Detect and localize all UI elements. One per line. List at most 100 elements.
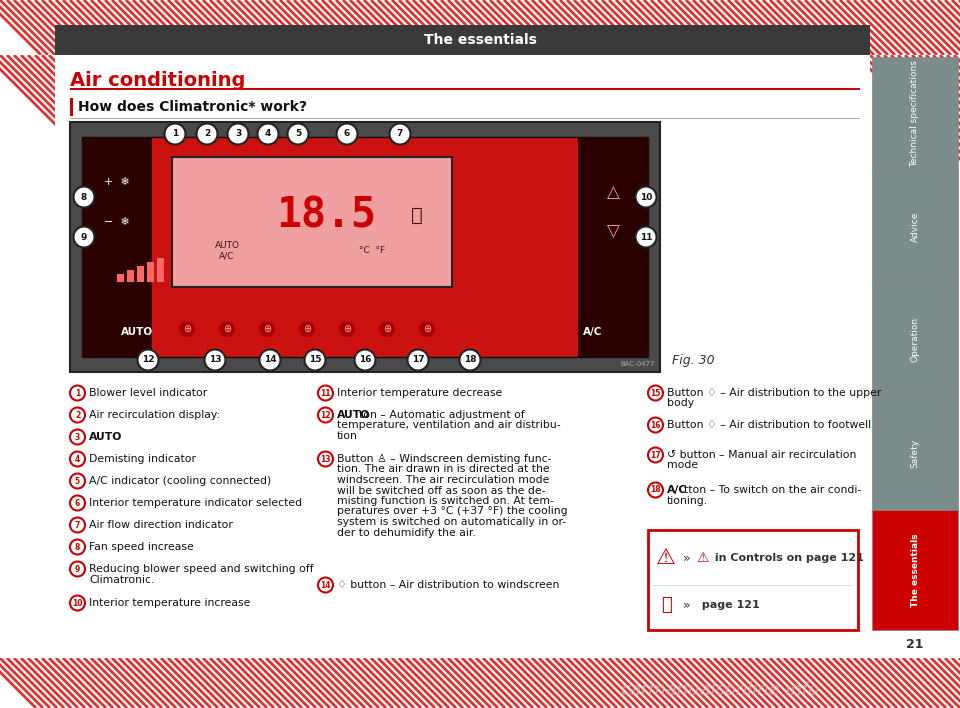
- Text: Safety: Safety: [910, 438, 920, 467]
- Text: 7: 7: [396, 130, 403, 139]
- Circle shape: [228, 123, 249, 144]
- Text: tion: tion: [337, 431, 358, 441]
- Bar: [55, 55, 870, 658]
- Text: Air conditioning: Air conditioning: [70, 71, 246, 89]
- Bar: [872, 510, 958, 630]
- Circle shape: [70, 474, 85, 489]
- Bar: [872, 57, 958, 170]
- Text: 📖: 📖: [660, 596, 671, 614]
- Circle shape: [636, 186, 657, 207]
- Circle shape: [219, 321, 235, 337]
- Bar: [872, 283, 958, 396]
- Bar: [653, 585, 853, 586]
- Bar: [82, 137, 152, 357]
- Text: AUTO: AUTO: [337, 410, 371, 420]
- Circle shape: [179, 321, 195, 337]
- Text: △: △: [607, 183, 619, 201]
- Text: Air flow direction indicator: Air flow direction indicator: [89, 520, 233, 530]
- Text: 2: 2: [204, 130, 210, 139]
- Bar: [117, 274, 124, 282]
- Text: ↺ button – Manual air recirculation: ↺ button – Manual air recirculation: [667, 450, 856, 460]
- Bar: [137, 266, 144, 282]
- Text: ♢ button – Air distribution to windscreen: ♢ button – Air distribution to windscree…: [337, 580, 560, 590]
- Text: 6: 6: [344, 130, 350, 139]
- Text: Demisting indicator: Demisting indicator: [89, 454, 196, 464]
- Bar: [82, 137, 648, 357]
- Text: ⊕: ⊕: [223, 324, 231, 334]
- Circle shape: [70, 518, 85, 532]
- Bar: [0, 55, 55, 658]
- Text: The essentials: The essentials: [423, 33, 537, 47]
- Text: peratures over +3 °C (+37 °F) the cooling: peratures over +3 °C (+37 °F) the coolin…: [337, 506, 567, 517]
- Text: 11: 11: [639, 232, 652, 241]
- Text: 1: 1: [172, 130, 179, 139]
- Text: 18.5: 18.5: [276, 195, 376, 236]
- Text: AUTO: AUTO: [121, 327, 153, 337]
- Bar: [872, 396, 958, 510]
- Circle shape: [70, 430, 85, 445]
- Bar: [70, 88, 860, 89]
- Bar: [127, 270, 134, 282]
- Circle shape: [70, 408, 85, 423]
- Text: system is switched on automatically in or-: system is switched on automatically in o…: [337, 517, 566, 527]
- Text: A/C: A/C: [667, 485, 687, 495]
- Text: Blower level indicator: Blower level indicator: [89, 388, 207, 398]
- Text: 3: 3: [235, 130, 241, 139]
- Circle shape: [648, 482, 663, 498]
- Text: carmanualsonline.info: carmanualsonline.info: [620, 681, 820, 699]
- Text: 13: 13: [208, 355, 221, 365]
- Text: Interior temperature decrease: Interior temperature decrease: [337, 388, 502, 398]
- Text: Button ♢ – Air distribution to footwell: Button ♢ – Air distribution to footwell: [667, 420, 871, 430]
- Text: 21: 21: [906, 639, 924, 651]
- Bar: [70, 118, 860, 119]
- Circle shape: [137, 350, 158, 370]
- Text: ⚠: ⚠: [656, 548, 676, 568]
- Circle shape: [337, 123, 357, 144]
- Text: ⊕: ⊕: [183, 324, 191, 334]
- Text: ⊕: ⊕: [423, 324, 431, 334]
- Circle shape: [197, 123, 218, 144]
- Circle shape: [379, 321, 395, 337]
- Text: The essentials: The essentials: [910, 533, 920, 607]
- Circle shape: [70, 595, 85, 610]
- Text: 1: 1: [75, 389, 80, 397]
- Text: A/C indicator (cooling connected): A/C indicator (cooling connected): [89, 476, 272, 486]
- Circle shape: [460, 350, 481, 370]
- Text: ton – Automatic adjustment of: ton – Automatic adjustment of: [359, 410, 525, 420]
- Text: 18: 18: [650, 486, 660, 494]
- Text: Climatronic.: Climatronic.: [89, 574, 155, 585]
- Text: 🧑: 🧑: [411, 206, 422, 225]
- Text: in Controls on page 121: in Controls on page 121: [711, 553, 864, 563]
- Text: −  ❄: − ❄: [104, 217, 130, 227]
- Text: 12: 12: [142, 355, 155, 365]
- Text: 3: 3: [75, 433, 80, 442]
- Text: Fan speed increase: Fan speed increase: [89, 542, 194, 552]
- Circle shape: [257, 123, 278, 144]
- Text: der to dehumidify the air.: der to dehumidify the air.: [337, 527, 476, 537]
- Text: ▽: ▽: [607, 223, 619, 241]
- Text: 15: 15: [309, 355, 322, 365]
- Bar: [870, 55, 960, 658]
- Text: 11: 11: [321, 389, 331, 397]
- Text: 10: 10: [72, 598, 83, 607]
- Bar: [0, 0, 960, 55]
- Bar: [172, 157, 452, 287]
- Text: ⊕: ⊕: [303, 324, 311, 334]
- Text: ⚠: ⚠: [696, 551, 708, 565]
- Text: 14: 14: [264, 355, 276, 365]
- Text: 4: 4: [75, 455, 80, 464]
- Circle shape: [70, 539, 85, 554]
- Text: page 121: page 121: [698, 600, 759, 610]
- Text: AUTO
A/C: AUTO A/C: [214, 241, 239, 261]
- Text: ⊕: ⊕: [263, 324, 271, 334]
- Text: 5: 5: [295, 130, 301, 139]
- Circle shape: [354, 350, 375, 370]
- Bar: [70, 98, 73, 116]
- Circle shape: [70, 385, 85, 401]
- Circle shape: [648, 418, 663, 433]
- Text: Air recirculation display:: Air recirculation display:: [89, 410, 220, 420]
- Text: windscreen. The air recirculation mode: windscreen. The air recirculation mode: [337, 475, 549, 485]
- Circle shape: [70, 496, 85, 510]
- Text: 18: 18: [464, 355, 476, 365]
- Text: 5: 5: [75, 476, 80, 486]
